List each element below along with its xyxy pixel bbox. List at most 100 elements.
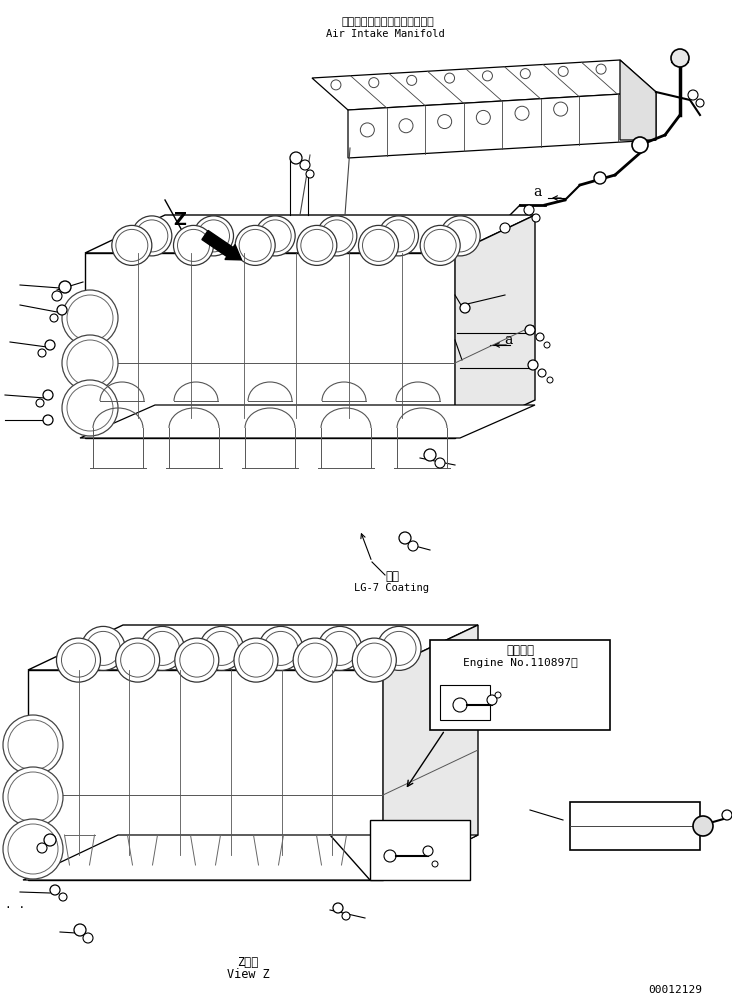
Circle shape — [722, 810, 732, 820]
Circle shape — [632, 137, 648, 153]
Circle shape — [306, 170, 314, 178]
Circle shape — [407, 75, 417, 85]
Circle shape — [62, 290, 118, 346]
Circle shape — [524, 205, 534, 215]
Circle shape — [438, 114, 452, 128]
Circle shape — [3, 715, 63, 775]
Polygon shape — [28, 670, 383, 880]
Circle shape — [301, 229, 333, 262]
Circle shape — [67, 385, 113, 431]
Circle shape — [378, 215, 419, 256]
Circle shape — [255, 215, 295, 256]
Circle shape — [52, 291, 62, 301]
Circle shape — [59, 281, 71, 293]
Circle shape — [444, 73, 455, 83]
Circle shape — [62, 335, 118, 391]
Circle shape — [559, 66, 568, 76]
Text: Z　視: Z 視 — [237, 956, 258, 969]
Circle shape — [3, 819, 63, 879]
Circle shape — [536, 333, 544, 341]
Circle shape — [671, 49, 689, 67]
Circle shape — [180, 643, 214, 677]
Circle shape — [50, 314, 58, 322]
Circle shape — [239, 229, 271, 262]
Polygon shape — [23, 835, 478, 880]
Circle shape — [435, 458, 445, 468]
Circle shape — [37, 843, 47, 853]
Polygon shape — [80, 405, 535, 438]
Polygon shape — [312, 60, 656, 110]
Circle shape — [193, 215, 234, 256]
Circle shape — [377, 626, 421, 670]
Circle shape — [331, 80, 341, 90]
Circle shape — [453, 698, 467, 712]
Text: a: a — [533, 185, 541, 199]
Circle shape — [132, 215, 172, 256]
Text: Air Intake Manifold: Air Intake Manifold — [326, 29, 444, 39]
Text: LG-7 Coating: LG-7 Coating — [354, 583, 430, 593]
Circle shape — [235, 225, 275, 266]
Circle shape — [384, 850, 396, 862]
Circle shape — [553, 102, 568, 116]
Circle shape — [420, 225, 460, 266]
Circle shape — [323, 631, 357, 665]
Circle shape — [175, 638, 219, 682]
Bar — [570, 802, 700, 850]
Circle shape — [59, 893, 67, 901]
Circle shape — [50, 885, 60, 895]
Text: エアーインテークマニホールド: エアーインテークマニホールド — [342, 17, 434, 27]
Circle shape — [424, 449, 436, 461]
Circle shape — [38, 349, 46, 357]
Circle shape — [297, 225, 337, 266]
Polygon shape — [85, 253, 455, 438]
Circle shape — [696, 99, 704, 107]
Circle shape — [342, 912, 350, 920]
Circle shape — [544, 342, 550, 348]
Circle shape — [57, 305, 67, 315]
Circle shape — [112, 225, 152, 266]
Circle shape — [399, 532, 411, 544]
Circle shape — [300, 160, 310, 170]
Polygon shape — [85, 215, 535, 253]
Circle shape — [432, 861, 438, 867]
Circle shape — [369, 77, 379, 87]
Circle shape — [538, 369, 546, 377]
Circle shape — [136, 219, 168, 252]
Circle shape — [408, 541, 418, 551]
Circle shape — [8, 720, 58, 770]
Circle shape — [258, 626, 303, 670]
Circle shape — [293, 638, 337, 682]
Polygon shape — [348, 92, 656, 158]
Circle shape — [477, 110, 490, 124]
Circle shape — [487, 695, 497, 705]
Circle shape — [83, 933, 93, 943]
Circle shape — [547, 377, 553, 383]
Circle shape — [290, 152, 302, 164]
Circle shape — [61, 643, 95, 677]
Text: 塗布: 塗布 — [385, 569, 399, 582]
Circle shape — [45, 340, 55, 350]
Polygon shape — [620, 60, 656, 140]
Circle shape — [360, 123, 374, 137]
Circle shape — [43, 390, 53, 400]
Circle shape — [693, 816, 713, 836]
Circle shape — [44, 834, 56, 846]
Circle shape — [399, 119, 413, 132]
Text: Engine No.110897～: Engine No.110897～ — [463, 658, 578, 668]
Circle shape — [116, 638, 160, 682]
FancyArrow shape — [202, 230, 242, 260]
Circle shape — [298, 643, 332, 677]
Circle shape — [500, 223, 510, 233]
Text: 適用号機: 適用号機 — [506, 643, 534, 656]
Circle shape — [146, 631, 179, 665]
Circle shape — [362, 229, 395, 262]
Circle shape — [383, 219, 414, 252]
Circle shape — [515, 106, 529, 120]
Circle shape — [688, 90, 698, 100]
Circle shape — [81, 626, 125, 670]
Circle shape — [67, 295, 113, 341]
Circle shape — [116, 229, 148, 262]
Polygon shape — [28, 625, 478, 670]
Circle shape — [528, 360, 538, 370]
Circle shape — [239, 643, 273, 677]
